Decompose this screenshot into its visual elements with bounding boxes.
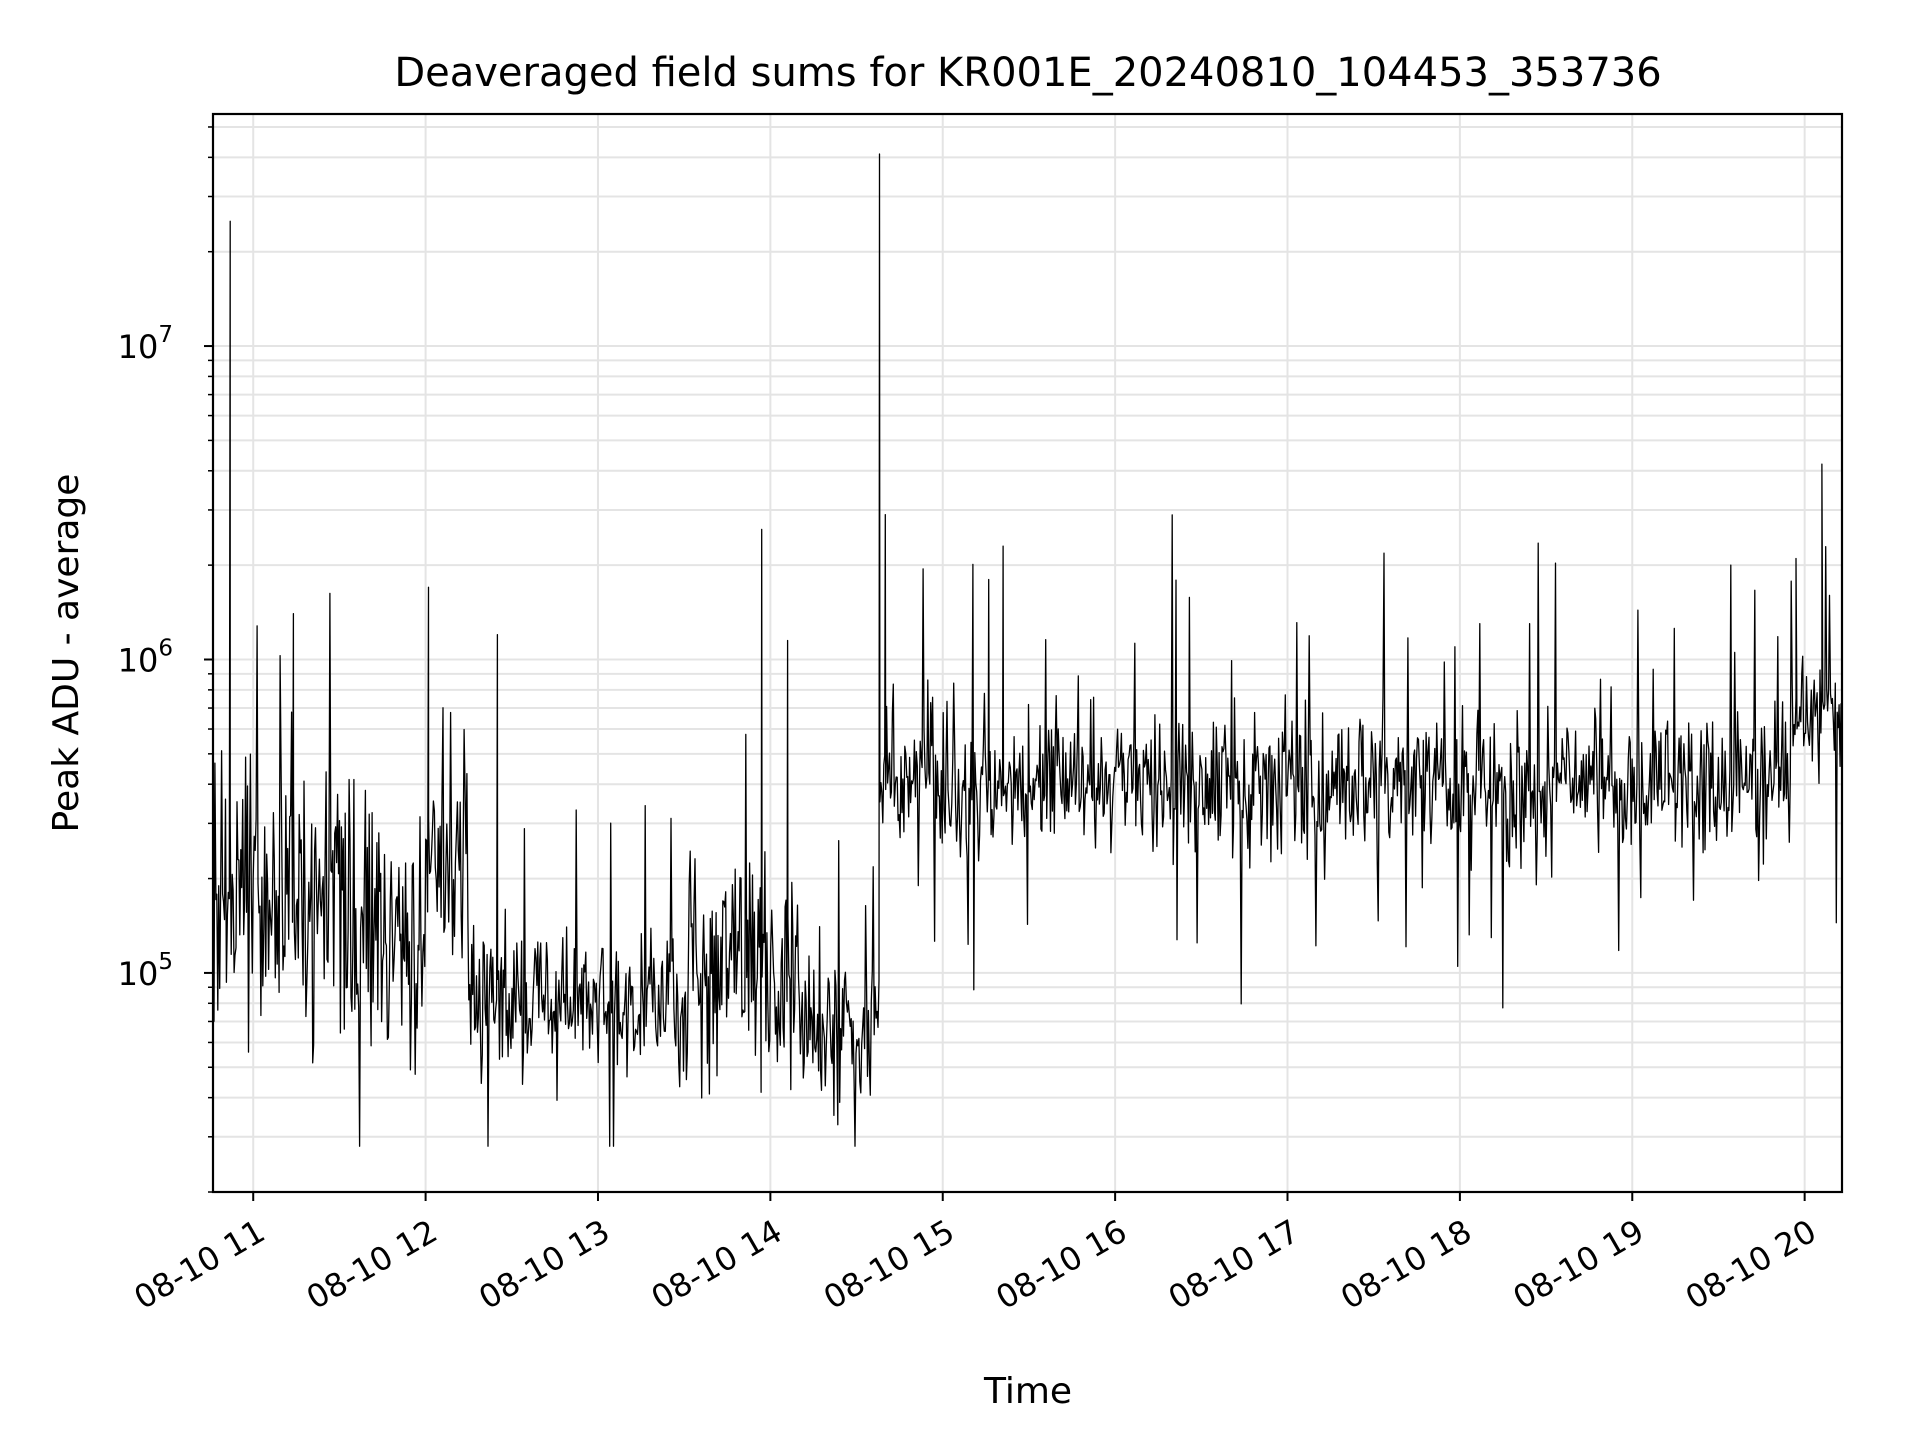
x-tick-label: 08-10 12 — [300, 1212, 444, 1317]
y-axis-ticks: 105 106 107 — [118, 126, 213, 1193]
y-tick-label: 106 — [118, 635, 173, 679]
x-tick-label: 08-10 13 — [472, 1212, 616, 1317]
y-axis-label: Peak ADU - average — [46, 474, 87, 833]
plot-frame — [211, 112, 1844, 1194]
x-tick-label: 08-10 14 — [645, 1212, 789, 1317]
chart-title: Deaveraged field sums for KR001E_2024081… — [394, 50, 1661, 96]
series-line — [212, 153, 1843, 1147]
x-axis-label: Time — [983, 1371, 1072, 1412]
x-tick-label: 08-10 20 — [1679, 1212, 1823, 1317]
y-tick-label: 107 — [118, 322, 173, 366]
x-tick-label: 08-10 18 — [1334, 1212, 1478, 1317]
y-tick-label: 105 — [118, 949, 173, 993]
grid — [213, 114, 1842, 1193]
x-tick-label: 08-10 11 — [128, 1212, 272, 1317]
x-tick-label: 08-10 17 — [1162, 1212, 1306, 1317]
x-tick-label: 08-10 15 — [817, 1212, 961, 1317]
x-axis-ticks: 08-10 11 08-10 12 08-10 13 08-10 14 08-10 15… — [128, 1192, 1823, 1317]
x-tick-label: 08-10 19 — [1507, 1212, 1651, 1317]
data-line — [212, 153, 1843, 1147]
x-tick-label: 08-10 16 — [990, 1212, 1134, 1317]
